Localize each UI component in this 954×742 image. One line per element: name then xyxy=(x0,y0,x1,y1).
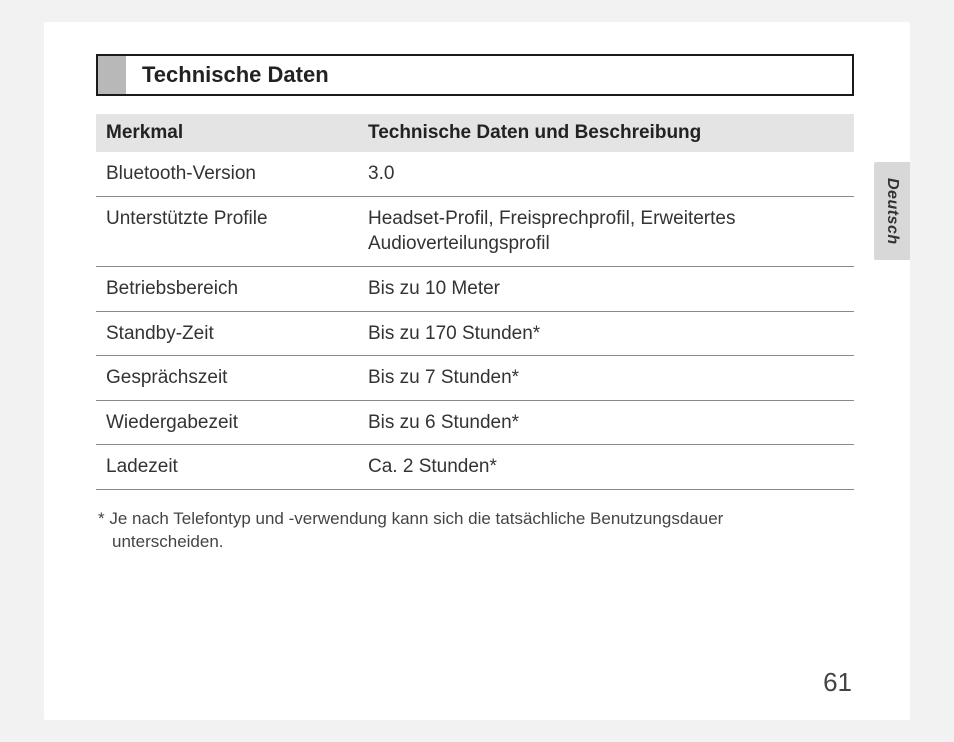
language-tab: Deutsch xyxy=(874,162,910,260)
footnote-line2: unterscheiden. xyxy=(98,531,854,554)
page-container: Technische Daten Merkmal Technische Date… xyxy=(44,22,910,720)
table-row: Wiedergabezeit Bis zu 6 Stunden* xyxy=(96,400,854,445)
table-header-feature: Merkmal xyxy=(96,114,358,152)
cell-value: Bis zu 170 Stunden* xyxy=(358,311,854,356)
section-title: Technische Daten xyxy=(126,56,852,94)
cell-feature: Betriebsbereich xyxy=(96,266,358,311)
section-header-block xyxy=(98,56,126,94)
table-header-value: Technische Daten und Beschreibung xyxy=(358,114,854,152)
table-row: Gesprächszeit Bis zu 7 Stunden* xyxy=(96,356,854,401)
footnote-line1: * Je nach Telefontyp und -verwendung kan… xyxy=(98,509,723,528)
page-number: 61 xyxy=(823,667,852,698)
cell-value: Bis zu 6 Stunden* xyxy=(358,400,854,445)
cell-feature: Bluetooth-Version xyxy=(96,152,358,196)
cell-value: Bis zu 7 Stunden* xyxy=(358,356,854,401)
cell-value: Bis zu 10 Meter xyxy=(358,266,854,311)
table-row: Betriebsbereich Bis zu 10 Meter xyxy=(96,266,854,311)
cell-feature: Gesprächszeit xyxy=(96,356,358,401)
cell-feature: Wiedergabezeit xyxy=(96,400,358,445)
table-row: Unterstützte Profile Headset-Profil, Fre… xyxy=(96,196,854,266)
table-row: Ladezeit Ca. 2 Stunden* xyxy=(96,445,854,490)
cell-feature: Standby-Zeit xyxy=(96,311,358,356)
table-row: Standby-Zeit Bis zu 170 Stunden* xyxy=(96,311,854,356)
content-area: Technische Daten Merkmal Technische Date… xyxy=(96,54,854,554)
table-row: Bluetooth-Version 3.0 xyxy=(96,152,854,196)
table-header-row: Merkmal Technische Daten und Beschreibun… xyxy=(96,114,854,152)
spec-table: Merkmal Technische Daten und Beschreibun… xyxy=(96,114,854,490)
language-tab-label: Deutsch xyxy=(883,178,901,245)
cell-value: Headset-Profil, Freisprechprofil, Erweit… xyxy=(358,196,854,266)
cell-value: Ca. 2 Stunden* xyxy=(358,445,854,490)
cell-feature: Ladezeit xyxy=(96,445,358,490)
cell-value: 3.0 xyxy=(358,152,854,196)
footnote: * Je nach Telefontyp und -verwendung kan… xyxy=(96,508,854,554)
section-header: Technische Daten xyxy=(96,54,854,96)
cell-feature: Unterstützte Profile xyxy=(96,196,358,266)
